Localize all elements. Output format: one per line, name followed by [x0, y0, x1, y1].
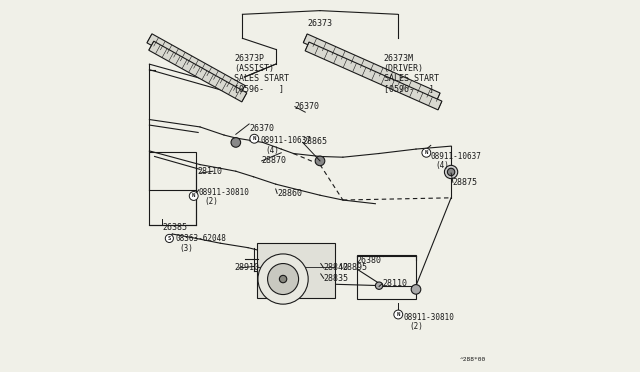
Text: SALES START: SALES START [383, 74, 438, 83]
Polygon shape [303, 34, 440, 102]
Bar [257, 243, 335, 298]
Text: 08911-30810: 08911-30810 [403, 312, 454, 321]
Bar [149, 152, 196, 225]
Circle shape [231, 138, 241, 147]
Text: 28860: 28860 [277, 189, 302, 198]
Text: (4): (4) [266, 146, 279, 155]
Text: 26370: 26370 [249, 124, 274, 133]
Polygon shape [147, 34, 245, 94]
Text: N: N [192, 193, 195, 199]
Circle shape [189, 192, 198, 201]
Polygon shape [148, 41, 247, 102]
Text: [0596-   ]: [0596- ] [234, 84, 284, 93]
Circle shape [411, 285, 420, 294]
Text: 26373P: 26373P [234, 54, 264, 63]
Circle shape [165, 234, 173, 243]
Text: N: N [253, 136, 256, 141]
Text: S: S [168, 236, 171, 241]
Text: (2): (2) [205, 197, 219, 206]
Text: (2): (2) [410, 322, 423, 331]
Polygon shape [305, 42, 442, 110]
Circle shape [258, 254, 308, 304]
Text: ^288*00: ^288*00 [460, 357, 486, 362]
Bar [357, 255, 416, 299]
Text: SALES START: SALES START [234, 74, 289, 83]
Text: 28110: 28110 [197, 167, 223, 176]
Text: (3): (3) [180, 244, 193, 253]
Text: 28865: 28865 [303, 137, 328, 146]
Text: 26373: 26373 [307, 19, 333, 28]
Text: N: N [425, 150, 428, 155]
Text: 28870: 28870 [262, 156, 287, 166]
Text: (ASSIST): (ASSIST) [234, 64, 275, 73]
Circle shape [376, 282, 383, 289]
Text: 28840: 28840 [324, 263, 349, 272]
Text: 28910: 28910 [234, 263, 259, 272]
Circle shape [394, 310, 403, 319]
Text: 26370: 26370 [295, 102, 320, 111]
Text: 08911-30810: 08911-30810 [199, 188, 250, 197]
Circle shape [280, 275, 287, 283]
Circle shape [444, 165, 458, 179]
Text: N: N [397, 312, 400, 317]
Circle shape [268, 263, 299, 295]
Text: [0596-   ]: [0596- ] [383, 84, 433, 93]
Text: 28875: 28875 [453, 178, 478, 187]
Text: 26380: 26380 [357, 256, 382, 265]
Circle shape [447, 168, 455, 176]
Text: 08911-10637: 08911-10637 [430, 152, 481, 161]
Circle shape [422, 148, 431, 157]
Text: 08911-10637: 08911-10637 [260, 137, 311, 145]
Text: (4): (4) [435, 161, 449, 170]
Text: 26385: 26385 [162, 223, 187, 232]
Circle shape [250, 134, 259, 143]
Text: 28895: 28895 [342, 263, 367, 272]
Text: (DRIVER): (DRIVER) [383, 64, 424, 73]
Circle shape [316, 156, 324, 166]
Text: 28835: 28835 [324, 274, 349, 283]
Text: 28110: 28110 [382, 279, 407, 288]
Text: 26373M: 26373M [383, 54, 413, 63]
Text: 08363-62048: 08363-62048 [175, 234, 226, 243]
